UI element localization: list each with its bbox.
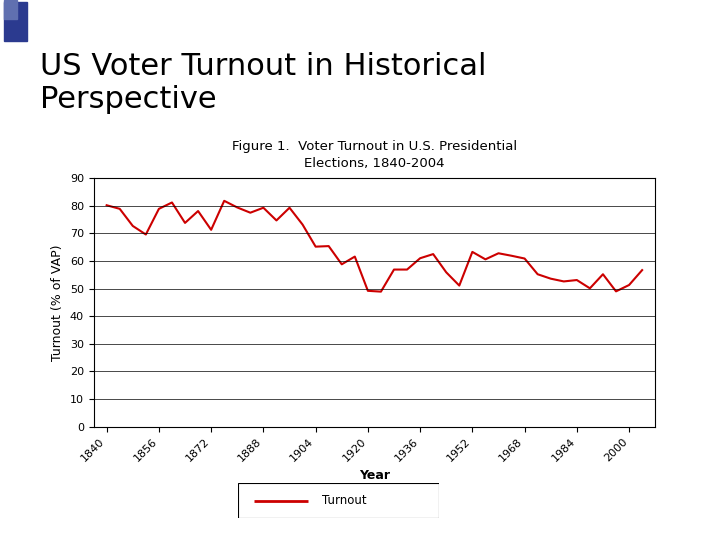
Title: Figure 1.  Voter Turnout in U.S. Presidential
Elections, 1840-2004: Figure 1. Voter Turnout in U.S. Presiden… <box>232 140 517 170</box>
Bar <box>4 2 27 41</box>
Y-axis label: Turnout (% of VAP): Turnout (% of VAP) <box>51 244 64 361</box>
Text: US Voter Turnout in Historical
Perspective: US Voter Turnout in Historical Perspecti… <box>40 52 486 114</box>
Text: Turnout: Turnout <box>323 494 367 508</box>
FancyBboxPatch shape <box>238 483 439 518</box>
X-axis label: Year: Year <box>359 469 390 482</box>
Bar <box>4 0 17 19</box>
